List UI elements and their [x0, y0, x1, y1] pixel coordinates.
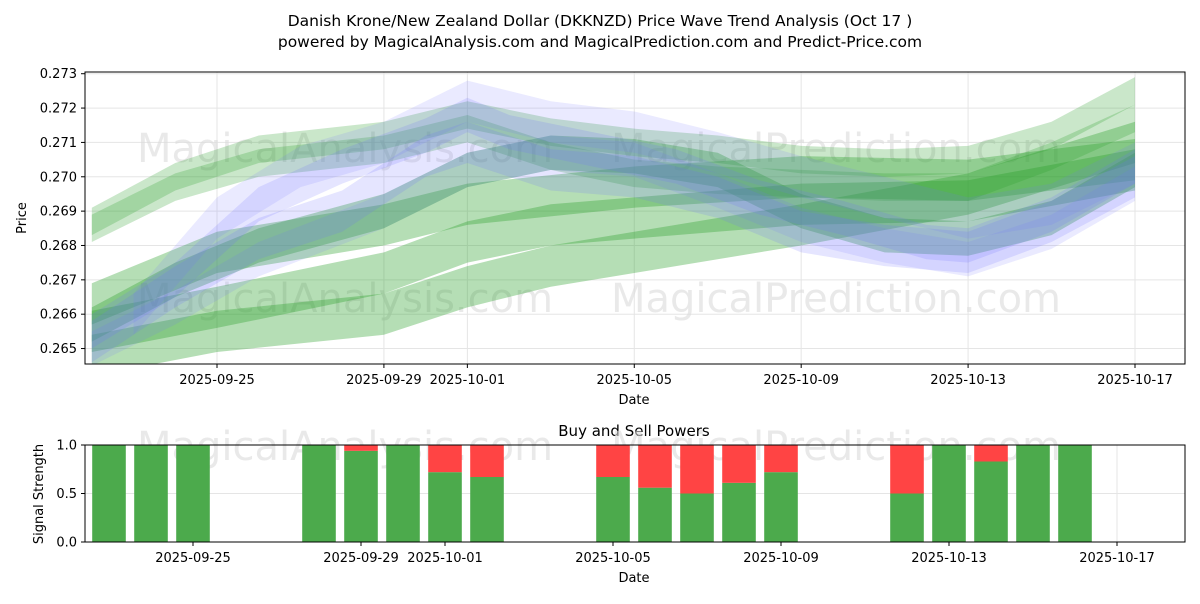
- price-wave-bands: [91, 77, 1135, 364]
- buy-bar: [176, 445, 210, 542]
- price-y-tick-label: 0.269: [40, 205, 77, 220]
- price-plot-frame: [84, 71, 1186, 365]
- price-y-tick-label: 0.265: [40, 342, 77, 357]
- buy-bar: [680, 493, 714, 542]
- signal-x-tick-label: 2025-10-09: [743, 551, 819, 566]
- price-x-tick-label: 2025-10-05: [596, 373, 672, 388]
- sell-bar: [722, 445, 756, 483]
- price-wave-band-2: [91, 138, 1135, 325]
- price-x-tick-label: 2025-10-17: [1097, 373, 1173, 388]
- sell-bar: [470, 445, 504, 478]
- price-x-tick-label: 2025-09-25: [179, 373, 255, 388]
- signal-y-tick-label: 0.5: [56, 487, 77, 502]
- price-wave-band-9: [133, 80, 1135, 335]
- watermark-analysis-mid: MagicalAnalysis.com: [137, 276, 553, 322]
- signal-panel-title: Buy and Sell Powers: [558, 422, 710, 440]
- price-x-tick-label: 2025-09-29: [346, 373, 422, 388]
- price-y-tick-label: 0.273: [40, 67, 77, 82]
- buy-bar: [386, 445, 420, 542]
- sell-bar: [596, 445, 630, 478]
- price-y-tick-label: 0.268: [40, 239, 77, 254]
- price-y-tick-label: 0.266: [40, 308, 77, 323]
- price-x-tick-label: 2025-10-13: [930, 373, 1006, 388]
- buy-bar: [638, 487, 672, 542]
- price-wave-band-6: [91, 104, 1135, 243]
- price-wave-band-1: [91, 149, 1135, 352]
- sell-bar: [428, 445, 462, 473]
- watermark-prediction-top: MagicalPrediction.com: [611, 126, 1061, 172]
- sell-bar: [764, 445, 798, 473]
- buy-bar: [932, 445, 966, 542]
- signal-x-tick-label: 2025-10-13: [911, 551, 987, 566]
- price-y-ticks: 0.265 0.266 0.267 0.268 0.269 0.270 0.271 0.272…: [40, 67, 85, 357]
- price-x-ticks: 2025-09-25 2025-09-29 2025-10-01 2025-10-05…: [179, 364, 1173, 388]
- price-grid: [85, 72, 1185, 364]
- buy-bar: [596, 477, 630, 542]
- price-wave-band-4: [91, 135, 1135, 342]
- signal-x-tick-label: 2025-09-25: [155, 551, 231, 566]
- price-y-tick-label: 0.267: [40, 273, 77, 288]
- price-wave-band-5: [91, 77, 1135, 236]
- sell-bar: [974, 445, 1008, 462]
- price-wave-band-8: [91, 121, 1135, 363]
- signal-bars: [92, 445, 1092, 542]
- buy-bar: [134, 445, 168, 542]
- buy-bar: [764, 472, 798, 542]
- buy-bar: [344, 450, 378, 542]
- chart-title-line1: Danish Krone/New Zealand Dollar (DKKNZD)…: [288, 12, 913, 30]
- signal-y-ticks: 0.0 0.5 1.0: [56, 439, 85, 551]
- watermark-analysis-top: MagicalAnalysis.com: [137, 126, 553, 172]
- signal-x-tick-label: 2025-09-29: [323, 551, 399, 566]
- buy-bar: [470, 477, 504, 542]
- buy-bar: [302, 445, 336, 542]
- price-y-tick-label: 0.272: [40, 102, 77, 117]
- signal-y-axis-label: Signal Strength: [32, 444, 47, 544]
- price-y-tick-label: 0.271: [40, 136, 77, 151]
- signal-x-ticks: 2025-09-25 2025-09-29 2025-10-01 2025-10-05…: [155, 542, 1155, 566]
- price-watermarks: MagicalAnalysis.com MagicalPrediction.co…: [137, 126, 1061, 322]
- sell-bar: [638, 445, 672, 488]
- buy-bar: [428, 472, 462, 542]
- price-x-axis-label: Date: [618, 393, 649, 408]
- signal-y-tick-label: 0.0: [56, 536, 77, 551]
- signal-y-tick-label: 1.0: [56, 439, 77, 454]
- signal-x-tick-label: 2025-10-01: [407, 551, 483, 566]
- price-x-tick-label: 2025-10-01: [430, 373, 506, 388]
- sell-bar: [680, 445, 714, 494]
- watermark-prediction-mid: MagicalPrediction.com: [611, 276, 1061, 322]
- buy-bar: [92, 445, 126, 542]
- price-x-tick-label: 2025-10-09: [763, 373, 839, 388]
- buy-bar: [1016, 445, 1050, 542]
- buy-bar: [1058, 445, 1092, 542]
- sell-bar: [890, 445, 924, 494]
- buy-bar: [890, 493, 924, 542]
- price-wave-band-3: [91, 121, 1135, 364]
- signal-x-tick-label: 2025-10-17: [1079, 551, 1155, 566]
- buy-bar: [974, 461, 1008, 542]
- signal-panel: Buy and Sell Powers MagicalAnalysis.com …: [32, 422, 1186, 586]
- price-y-tick-label: 0.270: [40, 170, 77, 185]
- price-wave-band-7: [91, 97, 1135, 349]
- price-wave-band-10: [91, 135, 1135, 364]
- signal-x-axis-label: Date: [618, 571, 649, 586]
- chart-title-line2: powered by MagicalAnalysis.com and Magic…: [278, 33, 922, 51]
- buy-bar: [722, 482, 756, 542]
- price-panel: MagicalAnalysis.com MagicalPrediction.co…: [15, 67, 1186, 408]
- signal-x-tick-label: 2025-10-05: [575, 551, 651, 566]
- price-y-axis-label: Price: [15, 202, 30, 234]
- sell-bar: [344, 445, 378, 451]
